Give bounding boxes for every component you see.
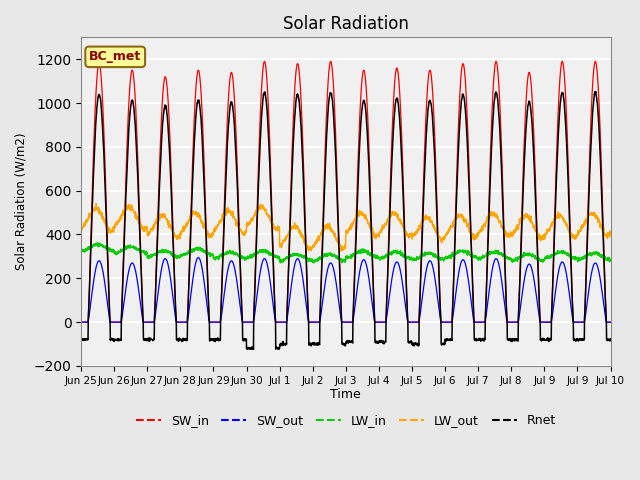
Rnet	[592, 89, 600, 95]
Line: SW_in: SW_in	[81, 61, 611, 322]
LW_in	[506, 255, 513, 261]
Rnet	[77, 336, 85, 342]
SW_out	[607, 319, 614, 325]
LW_in	[131, 244, 138, 250]
SW_in	[244, 319, 252, 325]
LW_out	[607, 230, 614, 236]
LW_out	[77, 226, 85, 231]
SW_in	[378, 319, 385, 325]
LW_in	[94, 240, 102, 246]
Line: LW_in: LW_in	[81, 243, 611, 263]
Rnet	[248, 347, 256, 352]
LW_in	[244, 254, 252, 260]
Rnet	[378, 339, 385, 345]
LW_in	[310, 260, 318, 266]
SW_out	[244, 319, 252, 325]
SW_in	[599, 214, 607, 219]
LW_in	[599, 253, 607, 259]
LW_in	[77, 248, 85, 253]
Rnet	[535, 288, 543, 294]
LW_in	[607, 257, 614, 263]
Rnet	[599, 233, 607, 239]
SW_out	[599, 295, 607, 301]
SW_out	[195, 254, 202, 260]
X-axis label: Time: Time	[330, 388, 361, 401]
LW_out	[337, 248, 345, 254]
LW_out	[92, 201, 100, 206]
SW_in	[505, 319, 513, 325]
SW_in	[260, 59, 268, 64]
SW_out	[535, 311, 543, 317]
Rnet	[130, 107, 138, 112]
Text: BC_met: BC_met	[89, 50, 141, 63]
SW_in	[535, 284, 543, 290]
Line: LW_out: LW_out	[81, 204, 611, 251]
LW_out	[244, 221, 252, 227]
LW_in	[378, 256, 385, 262]
Line: SW_out: SW_out	[81, 257, 611, 322]
LW_out	[506, 233, 513, 239]
SW_out	[378, 319, 385, 325]
Rnet	[244, 345, 252, 350]
SW_in	[130, 78, 138, 84]
Line: Rnet: Rnet	[81, 92, 611, 349]
Y-axis label: Solar Radiation (W/m2): Solar Radiation (W/m2)	[15, 133, 28, 270]
LW_out	[378, 226, 385, 231]
LW_out	[599, 227, 607, 232]
LW_in	[535, 255, 543, 261]
Rnet	[607, 336, 614, 342]
Rnet	[505, 337, 513, 343]
Title: Solar Radiation: Solar Radiation	[283, 15, 409, 33]
SW_in	[607, 319, 614, 325]
SW_out	[77, 319, 85, 325]
Legend: SW_in, SW_out, LW_in, LW_out, Rnet: SW_in, SW_out, LW_in, LW_out, Rnet	[131, 409, 561, 432]
SW_out	[130, 263, 138, 268]
SW_out	[505, 319, 513, 325]
SW_in	[77, 319, 85, 325]
LW_out	[535, 231, 543, 237]
LW_out	[131, 210, 138, 216]
